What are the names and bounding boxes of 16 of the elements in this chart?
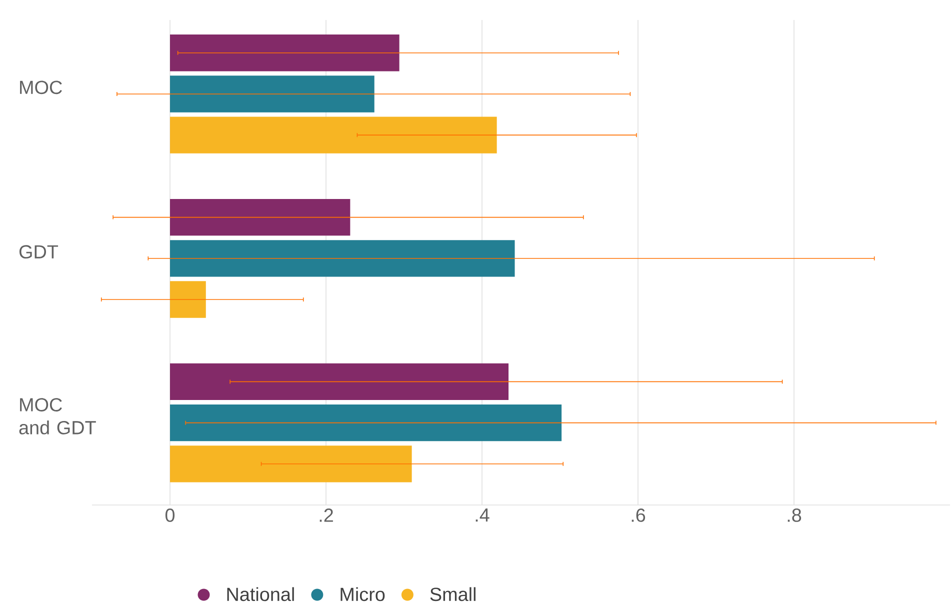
x-tick-label: 0 xyxy=(165,508,175,522)
y-tick-label: MOC xyxy=(20,80,62,94)
legend-label: Small xyxy=(430,587,476,602)
legend-label: National xyxy=(227,587,294,602)
legend-label: Micro xyxy=(340,587,385,602)
y-tick-label: GDT xyxy=(19,245,58,259)
x-tick-label: .2 xyxy=(320,508,333,522)
bar xyxy=(170,76,374,112)
bar xyxy=(170,240,515,277)
x-tick-label: .4 xyxy=(476,508,490,522)
bar xyxy=(170,281,206,318)
bar xyxy=(170,116,497,154)
x-tick-label: .8 xyxy=(788,508,802,522)
bar xyxy=(170,198,350,236)
x-tick-label: .6 xyxy=(632,508,646,522)
y-tick-label: MOC and GDT xyxy=(19,398,96,434)
